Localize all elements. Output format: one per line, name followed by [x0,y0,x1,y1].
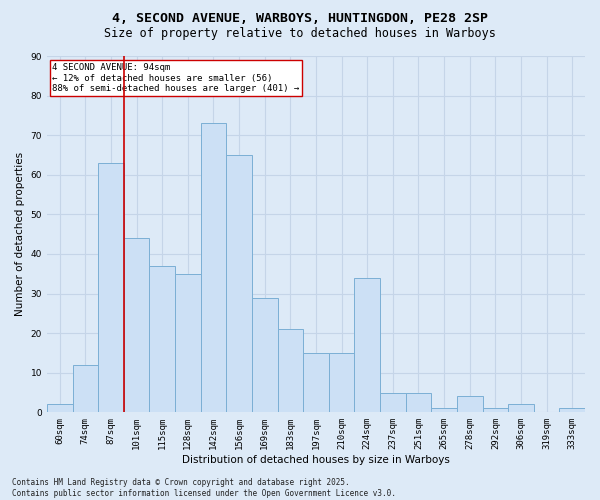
Bar [73,365,98,412]
Bar [508,404,534,412]
Y-axis label: Number of detached properties: Number of detached properties [15,152,25,316]
Bar [98,163,124,412]
Bar [431,408,457,412]
Bar [47,404,73,412]
Text: 4 SECOND AVENUE: 94sqm
← 12% of detached houses are smaller (56)
88% of semi-det: 4 SECOND AVENUE: 94sqm ← 12% of detached… [52,63,299,93]
Bar [380,392,406,412]
Bar [559,408,585,412]
Bar [226,155,252,412]
Text: Size of property relative to detached houses in Warboys: Size of property relative to detached ho… [104,28,496,40]
X-axis label: Distribution of detached houses by size in Warboys: Distribution of detached houses by size … [182,455,450,465]
Bar [329,353,355,412]
Bar [303,353,329,412]
Text: 4, SECOND AVENUE, WARBOYS, HUNTINGDON, PE28 2SP: 4, SECOND AVENUE, WARBOYS, HUNTINGDON, P… [112,12,488,26]
Bar [278,329,303,412]
Bar [457,396,482,412]
Bar [175,274,200,412]
Bar [124,238,149,412]
Bar [482,408,508,412]
Bar [200,124,226,412]
Bar [355,278,380,412]
Bar [149,266,175,412]
Bar [406,392,431,412]
Text: Contains HM Land Registry data © Crown copyright and database right 2025.
Contai: Contains HM Land Registry data © Crown c… [12,478,396,498]
Bar [252,298,278,412]
